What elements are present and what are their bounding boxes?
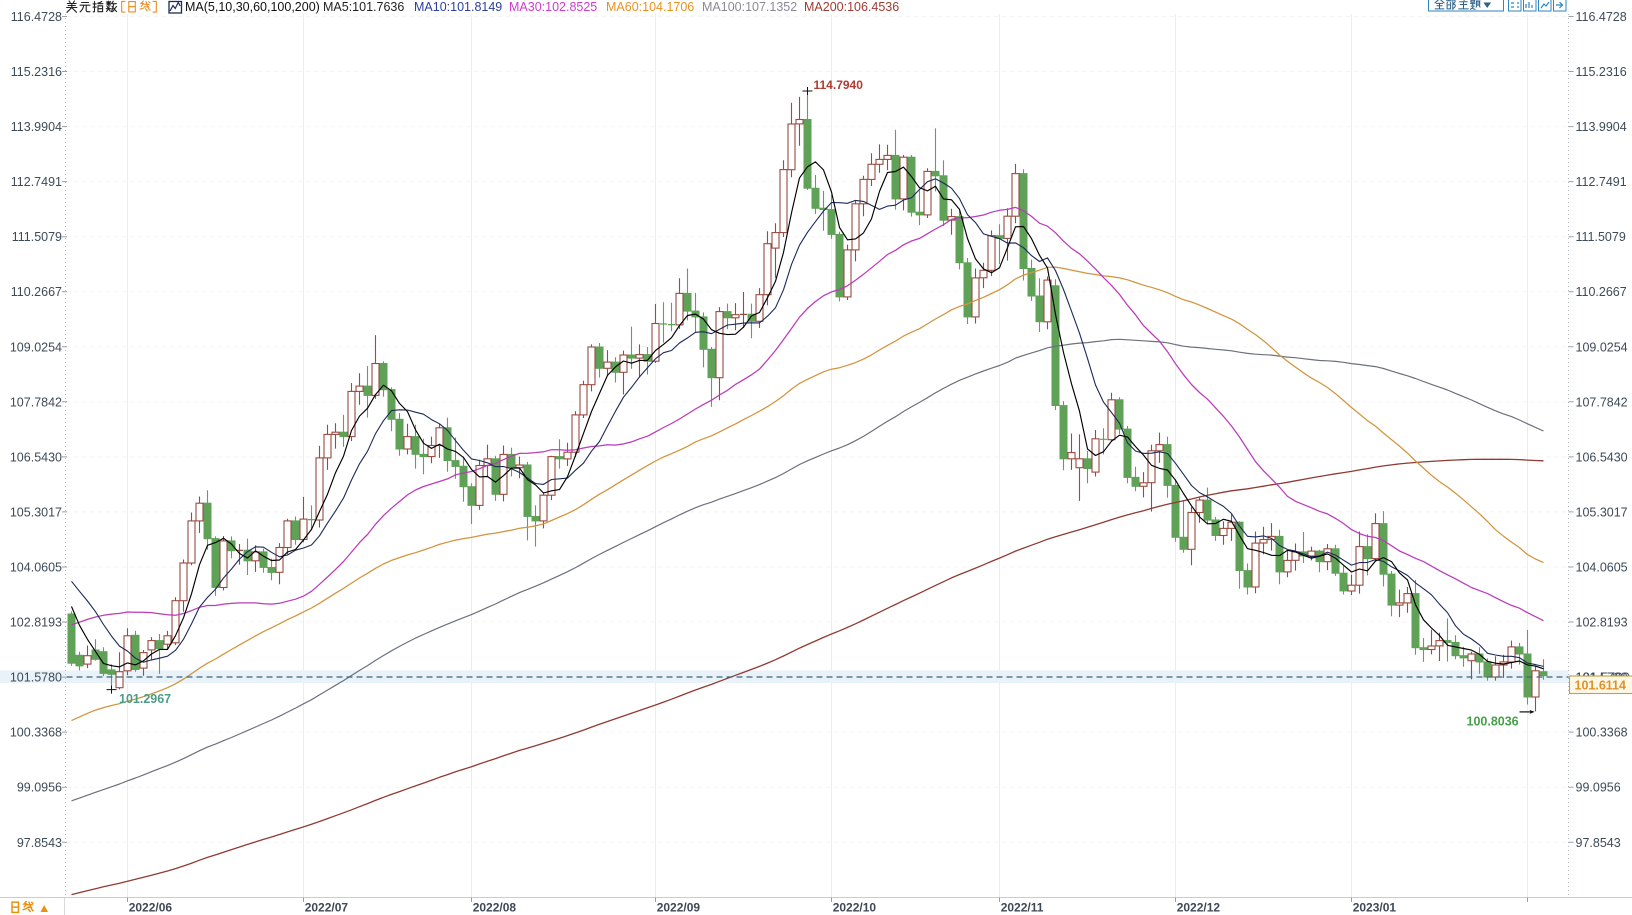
svg-text:MA10:101.8149: MA10:101.8149	[414, 0, 502, 14]
svg-text:97.8543: 97.8543	[1576, 836, 1621, 850]
svg-text:101.5780: 101.5780	[10, 671, 62, 685]
svg-text:114.7940: 114.7940	[814, 78, 864, 92]
svg-text:105.3017: 105.3017	[1576, 506, 1628, 520]
svg-text:MA(5,10,30,60,100,200): MA(5,10,30,60,100,200)	[185, 0, 320, 14]
svg-text:104.0605: 104.0605	[1576, 561, 1628, 575]
svg-text:110.2667: 110.2667	[11, 285, 62, 299]
svg-text:111.5079: 111.5079	[12, 230, 62, 244]
svg-text:102.8193: 102.8193	[1576, 616, 1628, 630]
svg-text:MA200:106.4536: MA200:106.4536	[804, 0, 899, 14]
svg-text:106.5430: 106.5430	[10, 450, 62, 464]
svg-text:100.3368: 100.3368	[10, 726, 62, 740]
svg-text:109.0254: 109.0254	[1576, 340, 1628, 354]
svg-text:2022/08: 2022/08	[473, 901, 517, 915]
svg-text:111.5079: 111.5079	[1576, 230, 1626, 244]
svg-text:106.5430: 106.5430	[1576, 450, 1628, 464]
svg-text:2022/07: 2022/07	[305, 901, 349, 915]
svg-text:2022/09: 2022/09	[657, 901, 701, 915]
svg-text:113.9904: 113.9904	[1576, 120, 1627, 134]
svg-text:115.2316: 115.2316	[11, 65, 62, 79]
svg-text:112.7491: 112.7491	[1576, 175, 1627, 189]
svg-text:109.0254: 109.0254	[10, 340, 62, 354]
svg-text:116.4728: 116.4728	[1576, 10, 1627, 24]
svg-text:2023/01: 2023/01	[1353, 901, 1397, 915]
svg-text:107.7842: 107.7842	[10, 395, 62, 409]
svg-text:2022/10: 2022/10	[833, 901, 877, 915]
svg-text:2022/11: 2022/11	[1001, 901, 1044, 915]
svg-text:MA30:102.8525: MA30:102.8525	[509, 0, 597, 14]
svg-text:107.7842: 107.7842	[1576, 395, 1628, 409]
svg-text:99.0956: 99.0956	[1576, 781, 1621, 795]
svg-text:116.4728: 116.4728	[11, 10, 62, 24]
svg-text:115.2316: 115.2316	[1576, 65, 1627, 79]
svg-text:2022/12: 2022/12	[1177, 901, 1221, 915]
svg-text:MA5:101.7636: MA5:101.7636	[323, 0, 404, 14]
svg-text:97.8543: 97.8543	[17, 836, 62, 850]
svg-text:100.8036: 100.8036	[1467, 714, 1519, 728]
svg-text:MA60:104.1706: MA60:104.1706	[606, 0, 694, 14]
svg-text:MA100:107.1352: MA100:107.1352	[702, 0, 797, 14]
svg-text:100.3368: 100.3368	[1576, 726, 1628, 740]
svg-text:105.3017: 105.3017	[10, 506, 62, 520]
svg-text:113.9904: 113.9904	[11, 120, 62, 134]
svg-text:101.6114: 101.6114	[1575, 679, 1626, 693]
svg-text:2022/06: 2022/06	[129, 901, 173, 915]
svg-text:102.8193: 102.8193	[10, 616, 62, 630]
svg-text:112.7491: 112.7491	[11, 175, 62, 189]
svg-text:101.2967: 101.2967	[119, 692, 171, 706]
svg-text:99.0956: 99.0956	[17, 781, 62, 795]
svg-text:104.0605: 104.0605	[10, 561, 62, 575]
svg-text:110.2667: 110.2667	[1576, 285, 1627, 299]
